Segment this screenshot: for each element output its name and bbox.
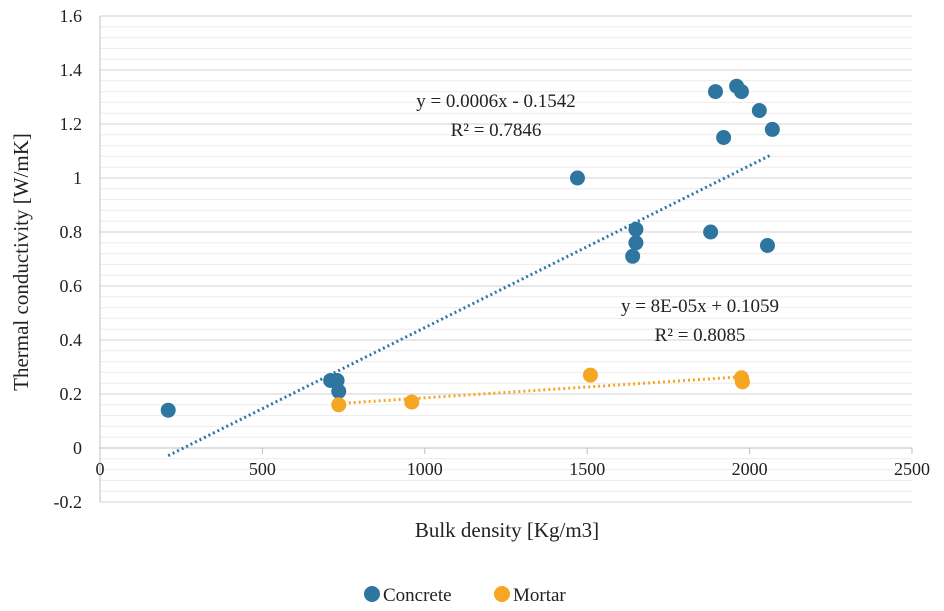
concrete-point: [703, 224, 719, 240]
x-tick-label: 0: [96, 459, 105, 479]
legend-marker-concrete: [364, 586, 380, 602]
concrete-point: [160, 402, 176, 418]
y-axis-title: Thermal conductivity [W/mK]: [9, 133, 33, 391]
concrete-point: [716, 130, 732, 145]
data-points: [160, 78, 780, 418]
grid-lines: [100, 15, 912, 503]
x-tick-label: 2000: [732, 459, 768, 479]
legend-item-mortar: Mortar: [494, 585, 566, 606]
concrete-point: [733, 84, 749, 100]
concrete-point: [764, 121, 780, 137]
mortar-trend-r2: R² = 0.8085: [655, 325, 746, 346]
y-tick-label: 1.6: [60, 6, 83, 26]
concrete-point: [628, 235, 644, 251]
legend-label-mortar: Mortar: [513, 585, 566, 606]
mortar-trend-equation: y = 8E-05x + 0.1059: [621, 296, 779, 317]
y-tick-label: 0.6: [60, 276, 83, 296]
concrete-point: [707, 84, 723, 100]
x-tick-label: 500: [249, 459, 276, 479]
legend-label-concrete: Concrete: [383, 585, 452, 606]
x-axis-title: Bulk density [Kg/m3]: [415, 518, 599, 542]
mortar-point: [582, 367, 598, 383]
concrete-point: [759, 238, 775, 253]
mortar-trendline: [338, 375, 743, 406]
y-tick-label: 1.4: [60, 60, 83, 80]
y-tick-label: -0.2: [54, 492, 83, 512]
mortar-point: [734, 374, 750, 390]
y-tick-label: 0.4: [60, 330, 83, 350]
mortar-point: [404, 394, 420, 410]
y-tick-label: 0.8: [60, 222, 83, 242]
legend-marker-mortar: [494, 586, 510, 602]
concrete-point: [625, 248, 641, 264]
y-tick-label: 0: [73, 438, 82, 458]
concrete-trend-equation: y = 0.0006x - 0.1542: [416, 91, 576, 112]
y-tick-label: 1: [73, 168, 82, 188]
mortar-point: [331, 397, 347, 413]
concrete-trend-r2: R² = 0.7846: [451, 120, 542, 141]
x-tick-label: 1500: [569, 459, 605, 479]
y-tick-label: 0.2: [60, 384, 83, 404]
concrete-point: [569, 170, 585, 186]
concrete-point: [628, 221, 644, 237]
axes: -0.2 0 0.2 0.4 0.6 0.8 1 1.2 1.4 1.6 0 500 1000 1500 2…: [54, 6, 931, 512]
x-tick-label: 1000: [407, 459, 443, 479]
x-tick-label: 2500: [894, 459, 930, 479]
y-tick-label: 1.2: [60, 114, 83, 134]
concrete-point: [331, 383, 347, 399]
concrete-point: [751, 103, 767, 118]
legend-item-concrete: Concrete: [364, 585, 452, 606]
legend: Concrete Mortar: [364, 585, 566, 606]
